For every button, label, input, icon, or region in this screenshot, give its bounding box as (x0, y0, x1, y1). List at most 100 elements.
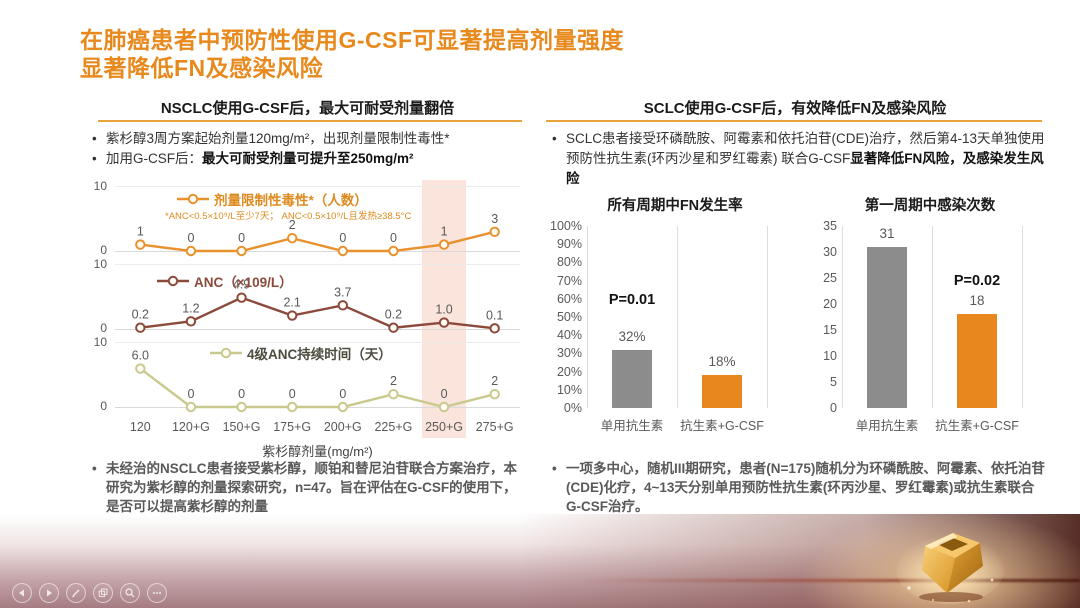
y-axis-tick: 60% (556, 291, 582, 306)
bar-value-label: 31 (879, 225, 895, 241)
x-axis-tick-label: 275+G (475, 420, 514, 434)
line-plot: 1 0 0 2 0 0 1 3 剂量限制性毒性*（人数） *ANC<0.5×10⁹/L至少7天； … (115, 186, 520, 257)
slides-overview-icon (98, 588, 108, 598)
data-point-label: 0 (187, 231, 194, 245)
more-button[interactable] (147, 583, 167, 603)
data-point-label: 0.2 (385, 308, 402, 322)
x-axis-tick-label: 120 (129, 420, 151, 434)
y-axis-tick: 70% (556, 273, 582, 288)
fn-rate-bar-chart: 所有周期中FN发生率 0% 10% 20% 30% 40% 50% 60% 70% 80% 90%… (545, 194, 805, 444)
dose-line-chart: 10 0 1 0 0 2 0 0 1 3 剂量限制性毒性*（人数） *ANC<0.5×10⁹/L至少7… (85, 179, 530, 470)
line-panel-2: 10 0 6.0 0 0 0 0 2 0 2 4级ANC持续时间（天） (85, 335, 530, 413)
y-axis-tick: 30% (556, 346, 582, 361)
line-panel-0: 10 0 1 0 0 2 0 0 1 3 剂量限制性毒性*（人数） *ANC<0.5×10⁹/L至少7… (85, 179, 530, 257)
y-axis-tick: 5 (830, 375, 837, 389)
bar-value-label: 32% (618, 328, 646, 344)
infection-bar-chart: 第一周期中感染次数 0 5 10 15 20 25 30 35 31 单用抗生素 18 抗生素+G-C… (800, 194, 1060, 444)
x-axis-tick-label: 250+G (425, 420, 463, 434)
data-point-label: 0 (187, 387, 194, 401)
title-line-2: 显著降低FN及感染风险 (80, 55, 324, 81)
legend-marker-icon (177, 193, 209, 205)
plot-grid-line (677, 226, 678, 408)
pen-button[interactable] (66, 583, 86, 603)
slideshow-toolbar (12, 583, 167, 603)
legend-footnote: *ANC<0.5×10⁹/L至少7天； ANC<0.5×10⁹/L且发热≥38.… (165, 211, 412, 222)
y-axis-tick: 80% (556, 255, 582, 270)
right-footnote: 一项多中心，随机III期研究，患者(N=175)随机分为环磷酰胺、阿霉素、依托泊… (548, 459, 1048, 516)
bar-0 (612, 349, 652, 408)
footnote-text: 一项多中心，随机III期研究，患者(N=175)随机分为环磷酰胺、阿霉素、依托泊… (566, 461, 1045, 514)
y-axis-tick: 15 (823, 323, 837, 337)
y-axis-tick: 20 (823, 297, 837, 311)
y-axis-tick: 100% (550, 219, 582, 233)
data-point-label: 0 (390, 231, 397, 245)
data-point-label: 1.0 (435, 303, 452, 317)
line-plot: 0.2 1.2 4.9 2.1 3.7 0.2 1.0 0.1 ANC（×109/L） (115, 264, 520, 334)
title-line-1: 在肺癌患者中预防性使用G-CSF可显著提高剂量强度 (80, 27, 625, 53)
y-axis-tick: 10% (556, 382, 582, 397)
bullet-bold-text: 最大可耐受剂量可提升至250mg/m² (202, 151, 414, 166)
infection-bar-plot: 0 5 10 15 20 25 30 35 31 单用抗生素 18 抗生素+G-CSF P=0.02 (800, 194, 1060, 444)
bullet-item: 紫杉醇3周方案起始剂量120mg/m²，出现剂量限制性毒性* (88, 129, 528, 149)
y-axis-tick: 0 (100, 399, 107, 413)
y-axis-tick: 25 (823, 271, 837, 285)
p-value-label: P=0.02 (953, 272, 1001, 289)
line-plot: 6.0 0 0 0 0 2 0 2 4级ANC持续时间（天） (115, 342, 520, 413)
previous-slide-button[interactable] (12, 583, 32, 603)
data-point-label: 0 (289, 387, 296, 401)
left-footnote: 未经治的NSCLC患者接受紫杉醇，顺铂和替尼泊苷联合方案治疗，本研究为紫杉醇的剂… (88, 459, 530, 516)
y-axis-tick: 30 (823, 245, 837, 259)
horizon-glow (583, 579, 1080, 582)
y-axis-line (842, 226, 843, 408)
data-point-label: 1 (137, 225, 144, 239)
x-axis-tick-label: 120+G (171, 420, 210, 434)
bar-category-label: 单用抗生素 (855, 419, 919, 433)
next-slide-icon (47, 589, 52, 597)
bar-category-label: 抗生素+G-CSF (680, 419, 764, 433)
more-icon (153, 592, 161, 594)
bar-value-label: 18 (969, 293, 985, 309)
p-value-label: P=0.01 (608, 292, 656, 309)
y-axis-tick: 40% (556, 328, 582, 343)
x-axis-tick-label: 225+G (374, 420, 413, 434)
bullet-text: 加用G-CSF后： (106, 151, 202, 166)
data-point-label: 0 (238, 231, 245, 245)
previous-slide-icon (19, 589, 24, 597)
y-axis-tick: 35 (823, 219, 837, 233)
data-point-label: 0.1 (486, 308, 503, 322)
zoom-button[interactable] (120, 583, 140, 603)
series-legend: 4级ANC持续时间（天） (210, 343, 392, 363)
footnote-item: 未经治的NSCLC患者接受紫杉醇，顺铂和替尼泊苷联合方案治疗，本研究为紫杉醇的剂… (88, 459, 530, 516)
bar-chart-title: 所有周期中FN发生率 (607, 198, 743, 214)
data-point-label: 2.1 (283, 296, 300, 310)
y-axis-line (587, 226, 588, 408)
data-point-label: 2 (390, 374, 397, 388)
data-point-label: 1 (441, 225, 448, 239)
footnote-text: 未经治的NSCLC患者接受紫杉醇，顺铂和替尼泊苷联合方案治疗，本研究为紫杉醇的剂… (106, 461, 517, 514)
data-point-label: 2 (491, 374, 498, 388)
bar-category-label: 抗生素+G-CSF (935, 419, 1019, 433)
y-axis-tick: 0 (830, 401, 837, 415)
legend-label: 剂量限制性毒性*（人数） (214, 193, 368, 208)
data-point-label: 2 (289, 218, 296, 232)
plot-grid-line (932, 226, 933, 408)
pen-icon (72, 589, 80, 598)
x-axis-title: 紫杉醇剂量(mg/m²) (262, 444, 373, 459)
left-section-underline (98, 120, 522, 122)
slides-overview-button[interactable] (93, 583, 113, 603)
y-axis-tick: 10 (93, 257, 107, 271)
fn-rate-bar-plot: 0% 10% 20% 30% 40% 50% 60% 70% 80% 90% 100% 32% 单用抗生… (545, 194, 805, 444)
bar-0 (867, 246, 907, 408)
next-slide-button[interactable] (39, 583, 59, 603)
data-point-label: 1.2 (182, 301, 199, 315)
data-point-label: 0.2 (132, 308, 149, 322)
data-point-label: 0 (339, 231, 346, 245)
y-axis-tick: 0 (100, 321, 107, 335)
bar-value-label: 18% (708, 354, 736, 370)
left-section-header: NSCLC使用G-CSF后，最大可耐受剂量翻倍 (160, 100, 455, 117)
bottom-decoration-band (0, 514, 1080, 608)
gem-image (896, 533, 1004, 604)
line-series-svg: 1 0 0 2 0 0 1 3 (135, 212, 500, 257)
legend-label: ANC（×109/L） (194, 275, 293, 290)
x-axis-tick-label: 200+G (323, 420, 362, 434)
